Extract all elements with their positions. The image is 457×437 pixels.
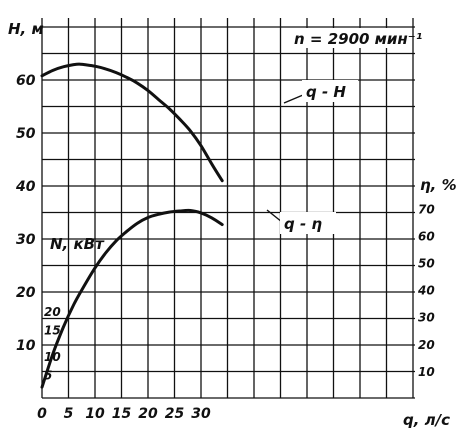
eta-axis-label: η, %	[420, 176, 457, 194]
n-tick-label: 20	[44, 305, 61, 319]
x-tick-label: 10	[85, 406, 105, 422]
curve-label-q-h: q - H	[306, 83, 346, 101]
x-tick-label: 5	[64, 406, 74, 422]
eta-tick-label: 10	[418, 365, 435, 379]
eta-tick-label: 30	[418, 311, 435, 325]
h-tick-label: 60	[16, 73, 36, 89]
x-tick-labels: 0 5 10 15 20 25 30	[37, 406, 211, 422]
eta-tick-label: 20	[418, 338, 435, 352]
series-line-q-eta	[40, 208, 224, 389]
h-tick-labels: 10 20 30 40 50 60	[15, 73, 36, 354]
h-tick-label: 40	[15, 179, 36, 195]
n-axis-label: N, кВт	[50, 235, 105, 253]
h-tick-label: 10	[16, 338, 36, 354]
speed-annotation: n = 2900 мин⁻¹	[294, 30, 422, 48]
n-tick-label: 15	[44, 323, 61, 337]
h-tick-label: 30	[16, 232, 36, 248]
h-axis-label: H, м	[8, 20, 44, 38]
eta-tick-label: 70	[418, 202, 435, 216]
label-background-q-eta	[280, 212, 336, 234]
x-tick-label: 20	[138, 406, 158, 422]
leader-q-h	[283, 94, 304, 104]
n-tick-label: 5	[44, 368, 52, 382]
x-tick-label: 0	[37, 406, 47, 422]
x-tick-label: 25	[165, 406, 185, 422]
annotation-background	[286, 28, 408, 48]
label-background-q-h	[302, 80, 358, 102]
h-tick-label: 20	[16, 285, 36, 301]
eta-tick-labels: 10 20 30 40 50 60 70	[417, 202, 435, 379]
h-tick-label: 50	[16, 126, 36, 142]
eta-tick-label: 50	[418, 257, 435, 271]
x-tick-label: 15	[112, 406, 132, 422]
grid	[41, 18, 415, 399]
curve-label-q-eta: q - η	[284, 215, 322, 233]
x-axis-label: q, л/с	[403, 411, 450, 429]
series-line-q-h	[40, 62, 224, 183]
series	[40, 62, 224, 389]
eta-tick-label: 40	[417, 284, 435, 298]
x-tick-label: 30	[191, 406, 211, 422]
eta-tick-label: 60	[418, 229, 435, 243]
leader-q-eta	[266, 209, 283, 223]
